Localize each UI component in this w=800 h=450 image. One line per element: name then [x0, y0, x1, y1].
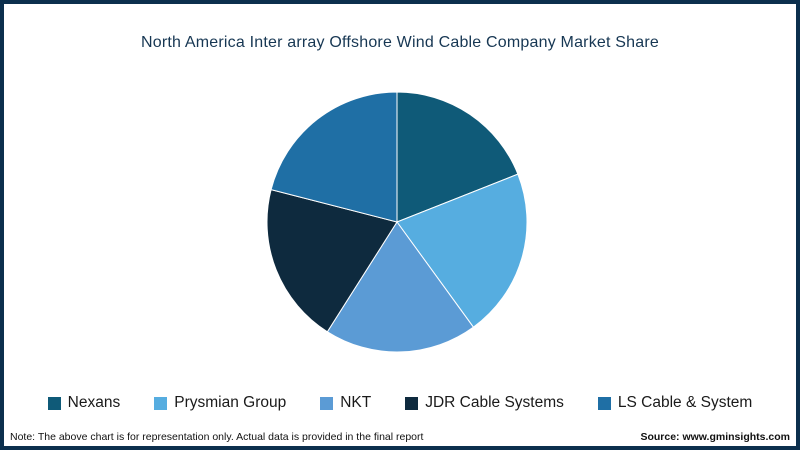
chart-title: North America Inter array Offshore Wind … — [141, 34, 659, 51]
legend-label-ls-cable-system: LS Cable & System — [617, 394, 753, 411]
pie-slice-nkt — [326, 221, 475, 353]
legend-swatch-prysmian-group — [154, 396, 168, 410]
legend-label-jdr-cable-systems: JDR Cable Systems — [425, 394, 564, 411]
legend-item-prysmian-group: Prysmian Group — [154, 394, 286, 412]
legend-swatch-ls-cable-system — [597, 396, 611, 410]
pie-slice-jdr-cable-systems — [266, 189, 398, 333]
legend-label-nkt: NKT — [340, 394, 372, 411]
representation-note: Note: The above chart is for representat… — [10, 431, 424, 443]
legend-swatch-jdr-cable-systems — [405, 396, 419, 410]
pie-chart-container — [263, 88, 531, 356]
legend-item-jdr-cable-systems: JDR Cable Systems — [405, 394, 564, 412]
pie-slice-ls-cable-system — [270, 91, 398, 223]
legend-item-ls-cable-system: LS Cable & System — [597, 394, 753, 412]
legend-item-nexans: Nexans — [47, 394, 121, 412]
chart-legend: Nexans Prysmian Group NKT JDR Cable Syst… — [4, 394, 796, 412]
legend-label-prysmian-group: Prysmian Group — [174, 394, 287, 411]
source-attribution: Source: www.gminsights.com — [640, 431, 790, 443]
legend-swatch-nkt — [320, 396, 334, 410]
legend-item-nkt: NKT — [320, 394, 371, 412]
pie-slice-nexans — [396, 91, 519, 223]
chart-footer: Note: The above chart is for representat… — [4, 431, 796, 443]
legend-swatch-nexans — [47, 396, 61, 410]
pie-slice-prysmian-group — [396, 173, 528, 328]
pie-chart — [266, 91, 528, 353]
legend-label-nexans: Nexans — [67, 394, 121, 411]
